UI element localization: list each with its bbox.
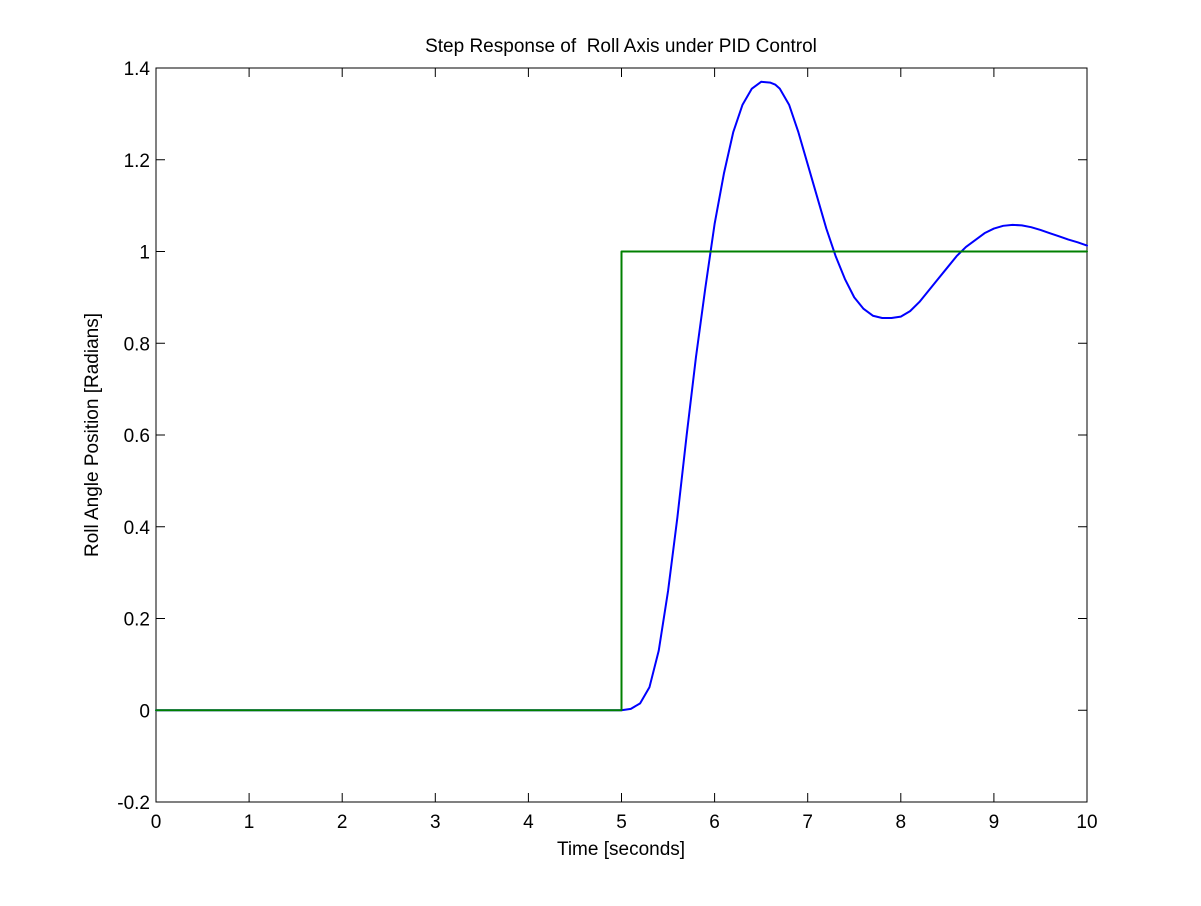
series-line-0 [155, 80, 1088, 712]
y-tick-label: 1.4 [124, 59, 151, 80]
x-tick-label: 2 [337, 812, 348, 833]
y-tick-label: 1.2 [124, 151, 150, 172]
x-tick-label: 5 [616, 812, 627, 833]
y-axis-label: Roll Angle Position [Radians] [82, 313, 103, 557]
tick-group: 0 1 2 3 4 5 6 7 8 9 10-0.200.20.40.60.811.21.4 [117, 59, 1097, 833]
x-tick-label: 3 [430, 812, 441, 833]
y-tick-label: 0.4 [124, 518, 151, 539]
y-tick-label: 0.6 [124, 426, 150, 447]
x-tick-label: 8 [896, 812, 907, 833]
x-tick-label: 10 [1076, 812, 1097, 833]
y-tick-label: -0.2 [117, 793, 150, 814]
y-tick-label: 0 [139, 701, 150, 722]
chart-title: Step Response of Roll Axis under PID Con… [425, 36, 817, 57]
series-group [155, 80, 1088, 712]
y-tick-label: 0.8 [124, 334, 150, 355]
x-tick-label: 0 [151, 812, 162, 833]
x-tick-label: 1 [244, 812, 255, 833]
y-tick-label: 1 [139, 243, 150, 264]
x-tick-label: 7 [802, 812, 813, 833]
x-tick-label: 4 [523, 812, 534, 833]
x-tick-label: 6 [709, 812, 720, 833]
x-axis-label: Time [seconds] [557, 839, 685, 860]
y-tick-label: 0.2 [124, 610, 150, 631]
series-line-1 [155, 250, 1088, 712]
x-tick-label: 9 [989, 812, 1000, 833]
